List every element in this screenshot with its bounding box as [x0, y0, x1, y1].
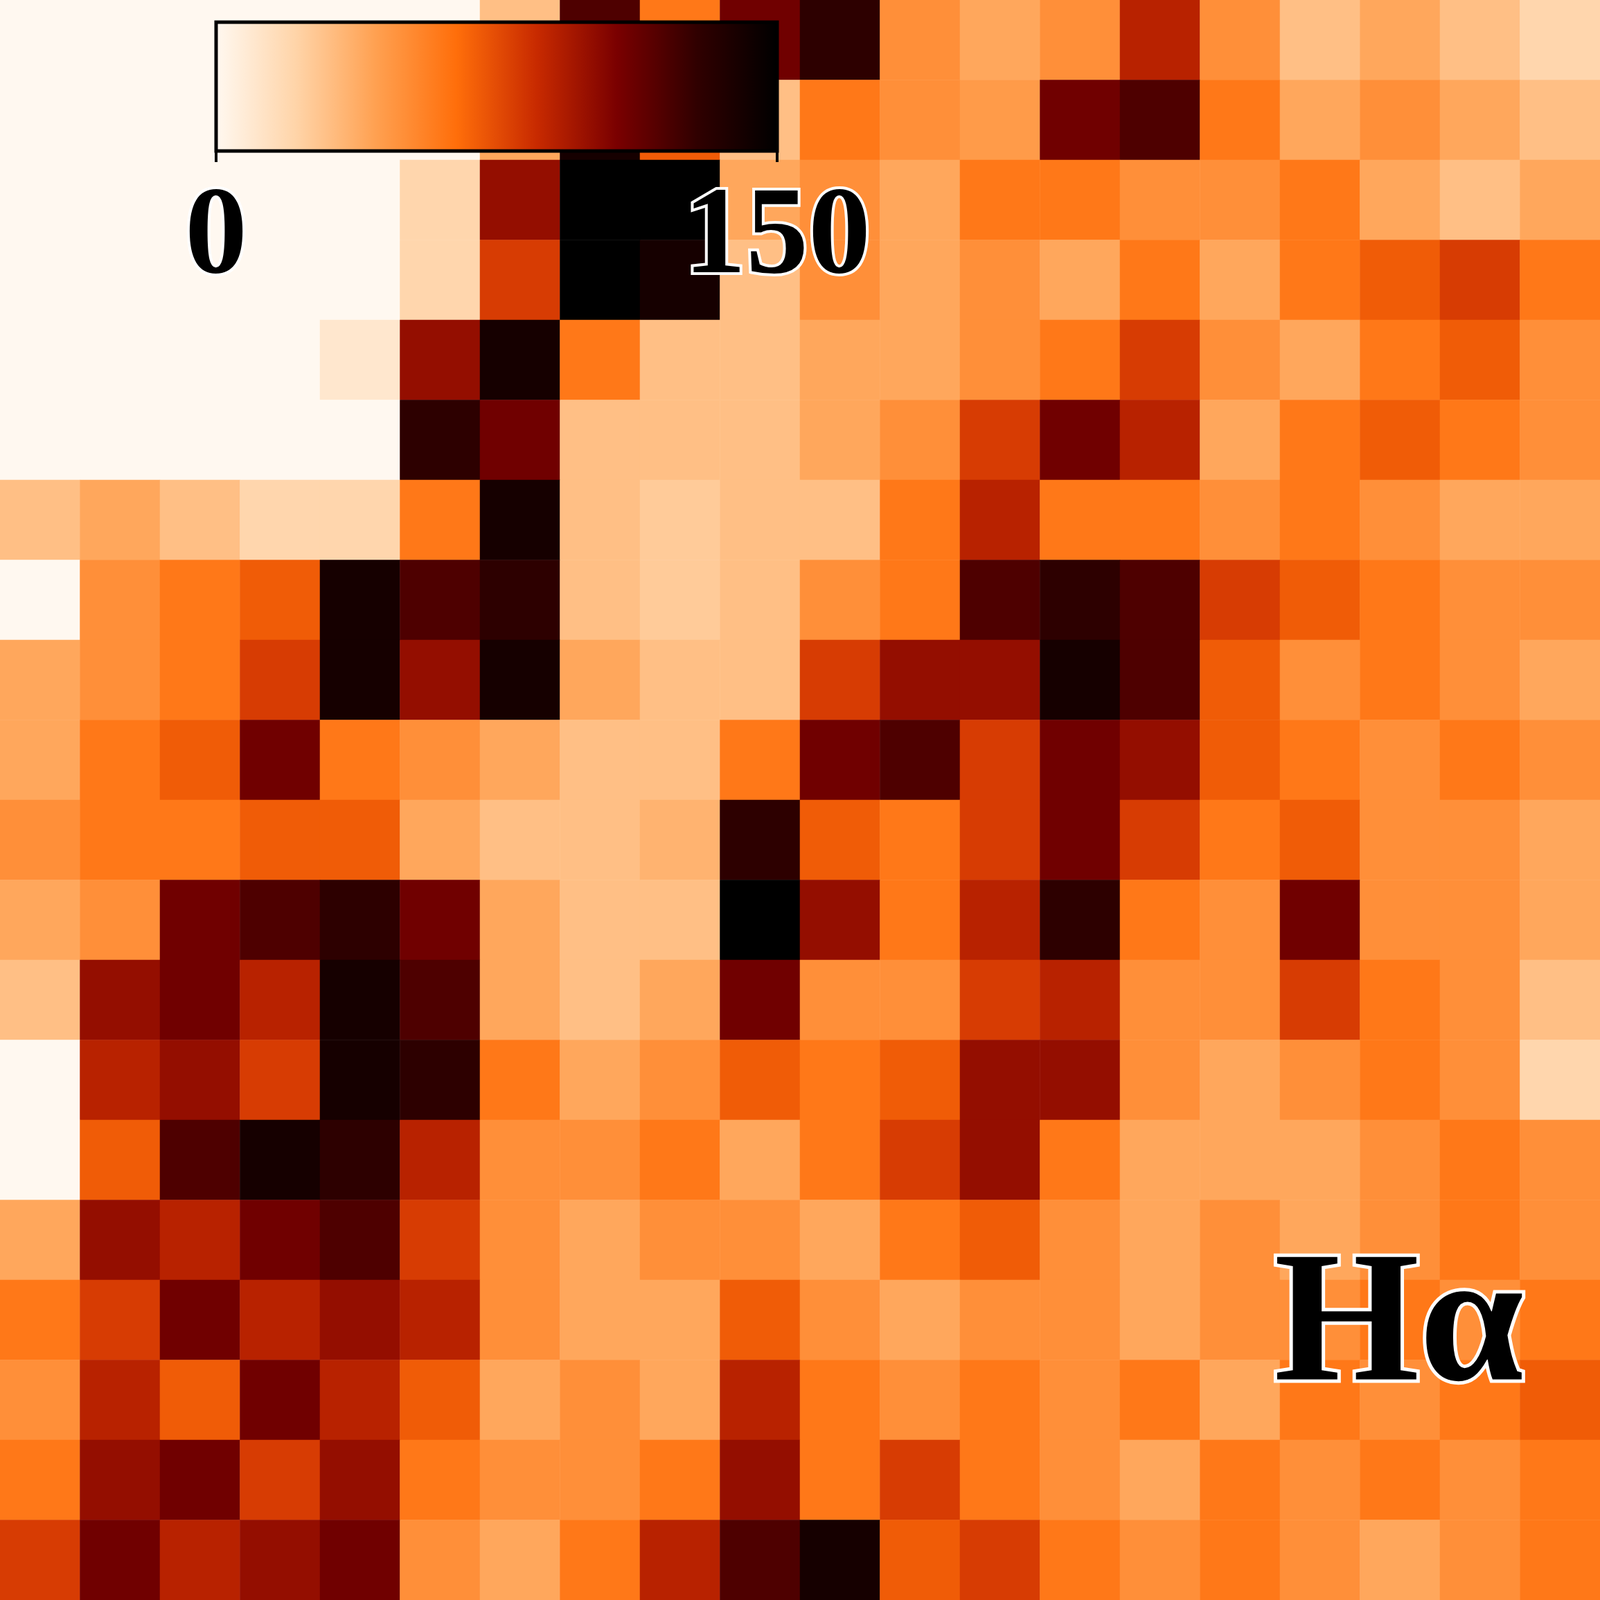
svg-text:0: 0	[184, 161, 248, 300]
svg-text:150: 150	[683, 161, 871, 300]
svg-text:Hα: Hα	[1273, 1212, 1525, 1420]
